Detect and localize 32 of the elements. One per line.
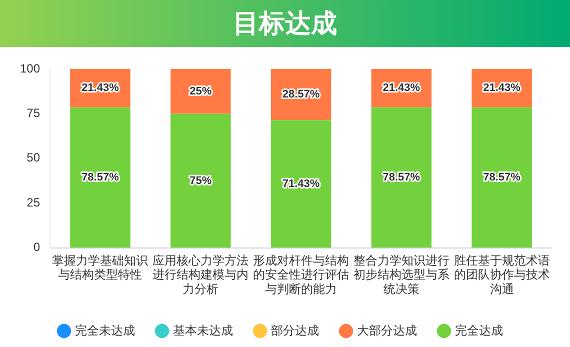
legend-label: 部分达成 [271, 323, 319, 338]
data-label: 28.57% [282, 88, 320, 101]
x-tick-label: 胜任基于规范术语的团队协作与技术沟通 [454, 253, 550, 296]
data-label: 75% [190, 174, 212, 187]
legend-label: 完全达成 [455, 323, 503, 338]
y-tick-label: 0 [33, 240, 40, 254]
data-label: 21.43% [382, 82, 420, 94]
bar [70, 107, 130, 248]
y-tick-label: 50 [26, 150, 40, 165]
legend-label: 大部分达成 [357, 323, 417, 338]
data-label: 71.43% [282, 178, 320, 190]
bar [170, 114, 231, 248]
data-label: 78.57% [382, 172, 420, 184]
legend-label: 完全未达成 [75, 323, 135, 338]
data-label: 25% [190, 85, 212, 98]
x-tick-label: 形成对杆件与结构的安全性进行评估与判断的能力 [253, 253, 350, 296]
x-tick-label: 整合力学知识进行初步结构选型与系统决策 [353, 253, 450, 296]
bar [170, 69, 231, 114]
y-tick-label: 25 [26, 195, 40, 210]
data-label: 78.57% [483, 172, 521, 184]
bar [270, 120, 332, 248]
bar [472, 107, 532, 248]
x-tick-label: 应用核心力学方法进行结构建模与内力分析 [152, 253, 249, 296]
x-tick-label: 掌握力学基础知识与结构类型特性 [52, 253, 148, 282]
y-tick-label: 100 [20, 61, 40, 76]
data-label: 21.43% [483, 82, 521, 94]
legend-label: 基本未达成 [173, 323, 233, 338]
bar [371, 107, 432, 248]
data-label: 21.43% [82, 82, 120, 94]
data-label: 78.57% [82, 172, 120, 184]
y-tick-label: 75 [26, 106, 40, 120]
chart-title: 目标达成 [233, 8, 337, 41]
